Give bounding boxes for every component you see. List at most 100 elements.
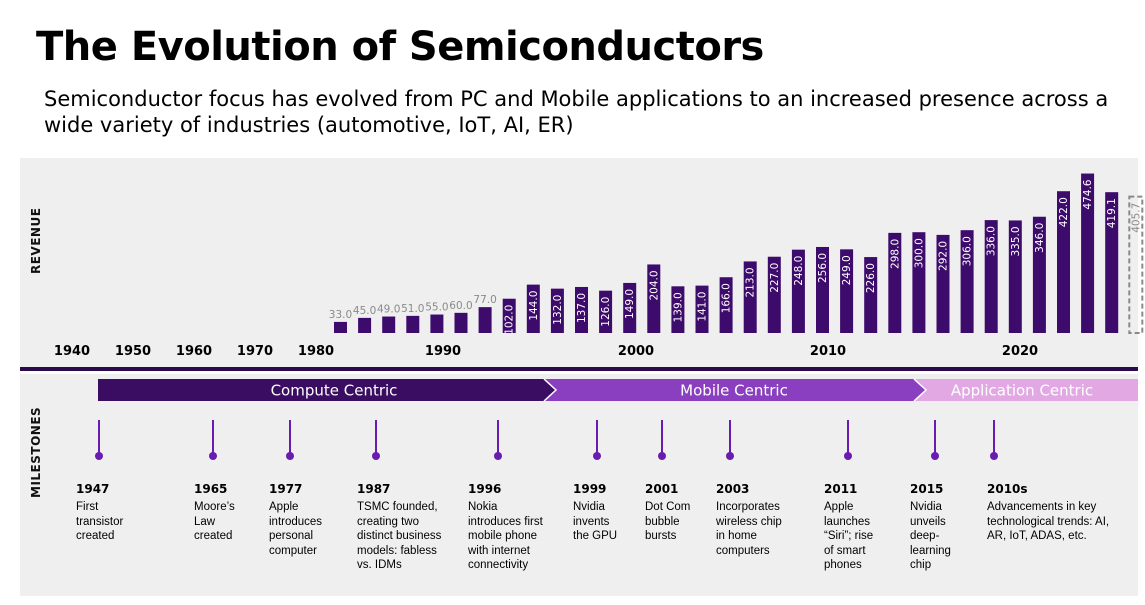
bar-value-label: 137.0 bbox=[576, 293, 588, 323]
bar bbox=[526, 284, 540, 333]
phase-mobile-label: Mobile Centric bbox=[680, 382, 788, 400]
milestone-year: 2015 bbox=[910, 482, 944, 496]
bar-value-label: 139.0 bbox=[672, 292, 684, 322]
milestone-description-line: Law bbox=[194, 515, 216, 528]
milestone-description-line: bubble bbox=[645, 515, 680, 528]
milestone-description-line: created bbox=[194, 530, 233, 542]
milestone-description-line: personal bbox=[269, 530, 314, 542]
bar bbox=[478, 307, 492, 333]
phase-application-label: Application Centric bbox=[951, 382, 1093, 400]
milestone-dot bbox=[931, 452, 939, 460]
bar-value-label: 422.0 bbox=[1058, 197, 1070, 227]
bar-value-label: 226.0 bbox=[865, 263, 877, 293]
bar bbox=[984, 220, 998, 333]
page-title: The Evolution of Semiconductors bbox=[36, 24, 764, 70]
bar-value-label: 419.1 bbox=[1106, 198, 1118, 228]
milestone-description-line: TSMC founded, bbox=[357, 501, 438, 513]
milestone-description-line: phones bbox=[824, 559, 862, 571]
bar bbox=[430, 314, 444, 333]
bar-value-label: 166.0 bbox=[721, 283, 733, 313]
milestone-description: TSMC founded, creating two distinct busine… bbox=[357, 500, 441, 573]
bar-value-label: 55.0 bbox=[425, 302, 448, 314]
bar-value-label: 336.0 bbox=[986, 226, 998, 256]
milestone-year: 1987 bbox=[357, 482, 391, 496]
milestone-stem bbox=[375, 420, 377, 454]
bar bbox=[1105, 192, 1119, 333]
phase-compute-shape bbox=[98, 379, 556, 401]
bar bbox=[912, 232, 926, 333]
milestone-description-line: the GPU bbox=[573, 530, 618, 542]
milestone-dot bbox=[209, 452, 217, 460]
milestone-stem bbox=[847, 420, 849, 454]
milestone-description: Apple introduces personal computer bbox=[269, 500, 322, 558]
x-tick-label: 1970 bbox=[237, 344, 273, 359]
bar-value-label: 300.0 bbox=[913, 238, 925, 268]
milestone-description-line: learning bbox=[910, 544, 951, 557]
bar bbox=[575, 286, 588, 333]
bar bbox=[743, 261, 757, 333]
milestone-year: 2010s bbox=[987, 482, 1028, 496]
bar bbox=[1057, 191, 1070, 333]
milestone-description-line: computer bbox=[269, 544, 317, 557]
bar bbox=[1081, 173, 1095, 333]
bar bbox=[623, 282, 637, 333]
milestone-description-line: models: fabless bbox=[357, 544, 437, 557]
milestone-dot bbox=[844, 452, 852, 460]
milestone-description-line: First bbox=[76, 501, 99, 513]
milestone-description-line: launches bbox=[824, 515, 871, 528]
bar bbox=[767, 256, 781, 333]
bar-value-label: 248.0 bbox=[793, 256, 805, 286]
bar bbox=[1032, 216, 1046, 333]
milestone-year: 1965 bbox=[194, 482, 228, 496]
bar bbox=[936, 234, 950, 333]
milestone-description-line: computers bbox=[716, 544, 770, 557]
milestone-dot bbox=[990, 452, 998, 460]
milestone-description-line: connectivity bbox=[468, 559, 529, 571]
bar bbox=[334, 321, 347, 333]
milestone-dot bbox=[372, 452, 380, 460]
bar-value-label: 204.0 bbox=[648, 270, 660, 300]
milestones-axis-label: MILESTONES bbox=[29, 406, 43, 498]
milestone-description-line: Nvidia bbox=[573, 501, 605, 513]
milestone-description-line: of smart bbox=[824, 544, 866, 557]
page-subtitle: Semiconductor focus has evolved from PC … bbox=[44, 87, 1109, 137]
bar-value-label: 256.0 bbox=[817, 253, 829, 283]
milestone-description-line: Apple bbox=[269, 501, 299, 513]
milestone-dot bbox=[593, 452, 601, 460]
milestone-description-line: transistor bbox=[76, 515, 124, 528]
milestone-description-line: distinct business bbox=[357, 530, 442, 542]
milestone-dot bbox=[726, 452, 734, 460]
bar-value-label: 335.0 bbox=[1010, 226, 1022, 256]
bar-estimate bbox=[1128, 195, 1144, 334]
bar bbox=[382, 316, 396, 333]
bar-value-label: 45.0 bbox=[353, 305, 376, 317]
milestone-stem bbox=[289, 420, 291, 454]
revenue-bar-chart: 33.0 45.0 49.0 51.0 55.0 60.0 77.0 102.0 144.0 13… bbox=[54, 173, 1144, 359]
milestone-description-line: AR, IoT, ADAS, etc. bbox=[987, 530, 1087, 542]
bar-value-label: 292.0 bbox=[938, 241, 950, 271]
phase-mobile-shape bbox=[544, 379, 926, 401]
milestone-description: Dot Com bubble bursts bbox=[645, 500, 690, 544]
milestone-description: Apple launches “Siri”; rise of smart phones bbox=[824, 500, 873, 573]
phase-application-shape bbox=[914, 379, 1138, 401]
x-tick-label: 2010 bbox=[810, 344, 846, 359]
bar-value-label: 346.0 bbox=[1034, 223, 1046, 253]
bar-value-label: 141.0 bbox=[697, 292, 709, 322]
milestone-year: 1996 bbox=[468, 482, 502, 496]
bar-value-label: 132.0 bbox=[552, 295, 564, 325]
milestone-description-line: technological trends: AI, bbox=[987, 515, 1110, 528]
milestone-year: 1947 bbox=[76, 482, 110, 496]
x-tick-label: 1940 bbox=[54, 344, 90, 359]
phase-timeline: Compute Centric Mobile Centric Applicati… bbox=[98, 379, 1138, 401]
bar bbox=[502, 298, 516, 333]
bar-value-label: 306.0 bbox=[962, 236, 974, 266]
bar-value-label: 144.0 bbox=[528, 291, 540, 321]
milestone-year: 2003 bbox=[716, 482, 750, 496]
bar-value-label: 474.6 bbox=[1082, 179, 1094, 209]
bar bbox=[695, 285, 709, 333]
bar bbox=[671, 286, 685, 333]
milestone-stem bbox=[993, 420, 995, 454]
milestone-description-line: in home bbox=[716, 530, 757, 542]
milestone-description-line: “Siri”; rise bbox=[824, 530, 874, 542]
milestone-stem bbox=[661, 420, 663, 454]
